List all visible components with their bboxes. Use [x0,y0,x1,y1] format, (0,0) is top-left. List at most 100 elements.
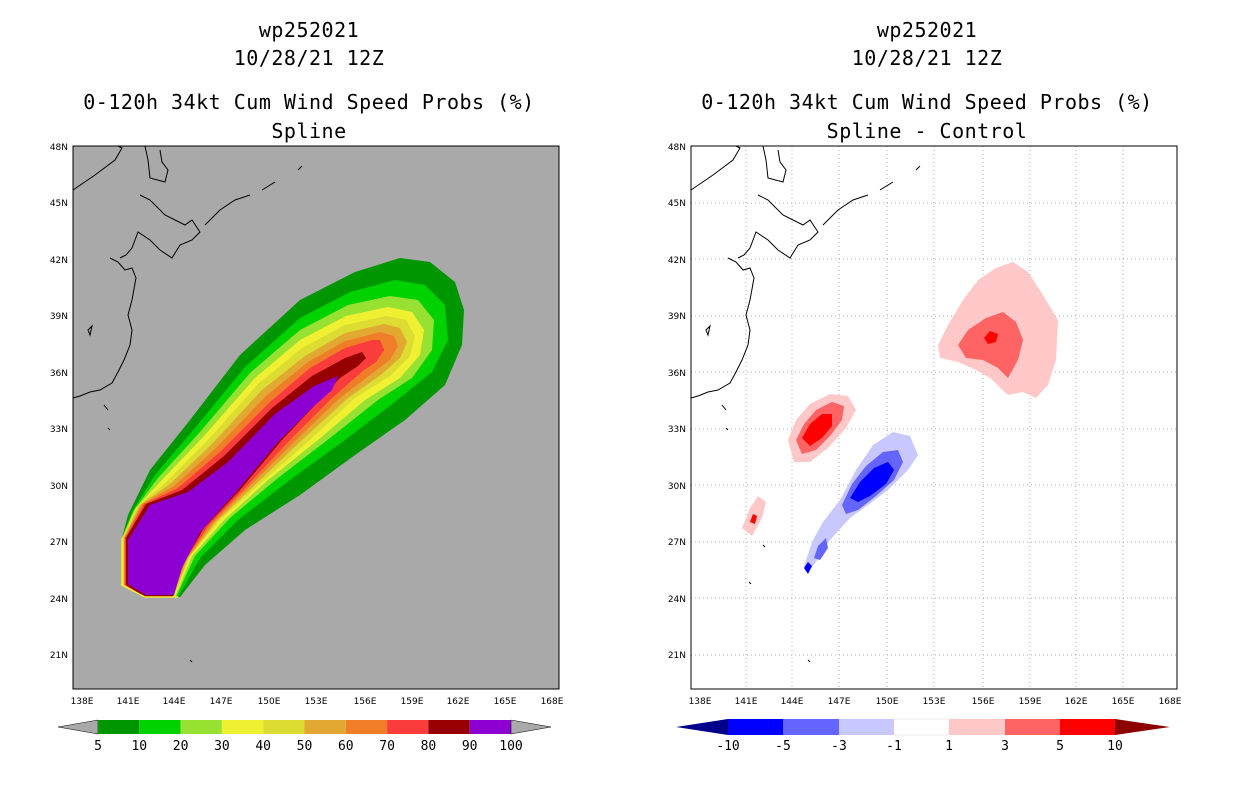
lat-tick-label: 27N [668,538,686,548]
difference-colorbar: -10 -5 -3 -1 1 3 5 10 [676,718,1170,754]
negative-contour-3 [814,538,828,560]
colorbar-label: 5 [94,739,102,754]
colorbar-label: 5 [1056,739,1064,754]
lat-tick-label: 42N [668,256,686,266]
colorbar-label: 3 [1001,739,1009,754]
lon-tick-label: 150E [876,697,899,707]
prob-contour-90 [128,376,338,595]
colorbar-swatch [469,720,511,734]
positive-contour-5 [802,414,832,446]
lon-tick-label: 156E [972,697,995,707]
difference-map: 48N 45N 42N 39N 36N 33N 30N 27N 24N 21N … [668,143,1182,754]
lat-tick-label: 27N [50,538,68,548]
positive-contour-3 [958,312,1023,378]
negative-contour-5 [804,562,812,574]
lon-tick-label: 141E [735,697,758,707]
positive-contour-5 [750,514,757,524]
swath-edge [121,538,178,598]
colorbar-label: 10 [1107,739,1123,754]
product-title: 0-120h 34kt Cum Wind Speed Probs (%) [701,90,1153,114]
colorbar-swatch [728,719,783,735]
lon-tick-label: 159E [401,697,424,707]
colorbar-swatch [221,720,264,734]
colorbar-label: 100 [499,739,522,754]
product-title: 0-120h 34kt Cum Wind Speed Probs (%) [83,90,535,114]
lon-tick-label: 138E [689,697,712,707]
probability-swath [121,258,464,598]
lon-tick-label: 153E [305,697,328,707]
lon-tick-label: 168E [1159,697,1182,707]
lon-tick-label: 138E [71,697,94,707]
colorbar-label: -10 [716,739,739,754]
colorbar-swatch [783,719,839,735]
colorbar-low-arrow [57,719,99,735]
colorbar-swatch [949,719,1005,735]
storm-id-title: wp252021 [258,18,360,42]
datetime-title: 10/28/21 12Z [233,46,385,70]
map-frame [690,145,1178,690]
colorbar-swatch [839,719,894,735]
lat-tick-label: 39N [668,312,686,322]
colorbar-swatch [98,720,140,734]
lon-tick-label: 162E [1065,697,1088,707]
lat-tick-label: 33N [668,425,686,435]
colorbar-label: -1 [886,739,902,754]
lat-tick-label: 39N [50,312,68,322]
lon-tick-label: 153E [923,697,946,707]
lat-tick-label: 21N [50,651,68,661]
colorbar-swatch [893,718,950,736]
lat-tick-label: 21N [668,651,686,661]
lon-tick-label: 159E [1019,697,1042,707]
map-frame [72,145,560,690]
colorbar-label: 90 [462,739,478,754]
probability-map: 48N 45N 42N 39N 36N 33N 30N 27N 24N 21N … [50,143,564,754]
latitude-axis: 48N 45N 42N 39N 36N 33N 30N 27N 24N 21N [50,143,68,661]
colorbar-high-arrow [510,719,552,735]
longitude-axis: 138E 141E 144E 147E 150E 153E 156E 159E … [689,697,1182,707]
lat-tick-label: 48N [668,143,686,153]
datetime-title: 10/28/21 12Z [851,46,1003,70]
lon-tick-label: 141E [117,697,140,707]
coastlines [690,145,921,663]
colorbar-swatch [1005,719,1060,735]
negative-contour-5 [850,462,894,502]
probability-colorbar: 5 10 20 30 40 50 60 70 80 90 100 [57,719,552,754]
positive-contour-5 [984,331,998,344]
colorbar-label: 70 [379,739,395,754]
colorbar-label: 1 [945,739,953,754]
spline-probability-panel: wp252021 10/28/21 12Z 0-120h 34kt Cum Wi… [50,18,564,754]
colorbar-swatch [180,720,222,734]
colorbar-low-arrow [676,719,728,735]
latitude-axis: 48N 45N 42N 39N 36N 33N 30N 27N 24N 21N [668,143,686,661]
lat-tick-label: 30N [50,482,68,492]
lat-tick-label: 36N [50,369,68,379]
lon-tick-label: 144E [781,697,804,707]
colorbar-label: 50 [297,739,313,754]
coastlines [72,145,303,663]
colorbar-label: -3 [831,739,847,754]
model-title: Spline - Control [826,119,1028,143]
colorbar-label: 60 [338,739,354,754]
lon-tick-label: 147E [210,697,233,707]
lon-tick-label: 165E [494,697,517,707]
colorbar-label: -5 [775,739,791,754]
lon-tick-label: 144E [163,697,186,707]
longitude-axis: 138E 141E 144E 147E 150E 153E 156E 159E … [71,697,564,707]
colorbar-high-arrow [1115,719,1170,735]
lat-tick-label: 24N [668,595,686,605]
model-title: Spline [271,119,347,143]
spline-minus-control-panel: wp252021 10/28/21 12Z 0-120h 34kt Cum Wi… [618,0,1236,800]
colorbar-swatch [263,720,305,734]
colorbar-swatch [139,720,181,734]
colorbar-swatch [304,720,346,734]
lat-tick-label: 30N [668,482,686,492]
colorbar-swatch [428,720,470,734]
lat-tick-label: 33N [50,425,68,435]
lon-tick-label: 165E [1112,697,1135,707]
lat-tick-label: 24N [50,595,68,605]
lat-tick-label: 42N [50,256,68,266]
colorbar-label: 30 [214,739,230,754]
lat-tick-label: 36N [668,369,686,379]
lat-tick-label: 45N [668,199,686,209]
lat-tick-label: 45N [50,199,68,209]
